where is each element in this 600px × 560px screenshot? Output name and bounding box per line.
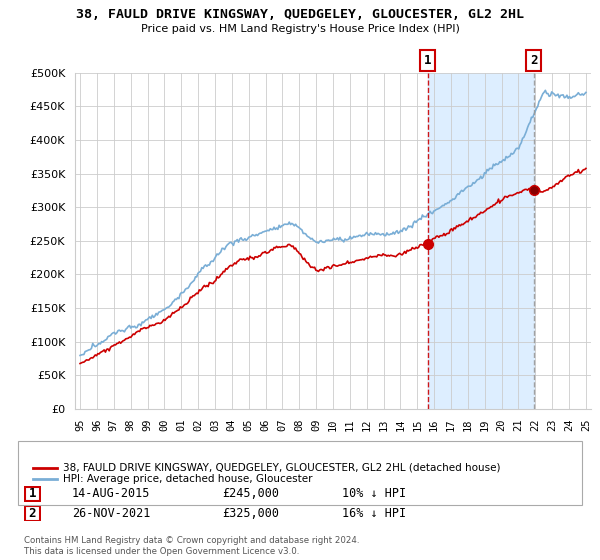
Bar bbox=[428, 73, 533, 409]
Text: Contains HM Land Registry data © Crown copyright and database right 2024.
This d: Contains HM Land Registry data © Crown c… bbox=[24, 536, 359, 556]
Text: 26-NOV-2021: 26-NOV-2021 bbox=[72, 507, 151, 520]
Text: £325,000: £325,000 bbox=[222, 507, 279, 520]
Text: 14-AUG-2015: 14-AUG-2015 bbox=[72, 487, 151, 501]
Text: Price paid vs. HM Land Registry's House Price Index (HPI): Price paid vs. HM Land Registry's House … bbox=[140, 24, 460, 34]
Text: 1: 1 bbox=[29, 487, 36, 501]
Text: 10% ↓ HPI: 10% ↓ HPI bbox=[342, 487, 406, 501]
Text: 2: 2 bbox=[29, 507, 36, 520]
Text: HPI: Average price, detached house, Gloucester: HPI: Average price, detached house, Glou… bbox=[63, 474, 313, 484]
Text: 2: 2 bbox=[530, 54, 538, 67]
Text: 16% ↓ HPI: 16% ↓ HPI bbox=[342, 507, 406, 520]
Text: £245,000: £245,000 bbox=[222, 487, 279, 501]
Text: 38, FAULD DRIVE KINGSWAY, QUEDGELEY, GLOUCESTER, GL2 2HL: 38, FAULD DRIVE KINGSWAY, QUEDGELEY, GLO… bbox=[76, 8, 524, 21]
Text: 1: 1 bbox=[424, 54, 431, 67]
Text: 38, FAULD DRIVE KINGSWAY, QUEDGELEY, GLOUCESTER, GL2 2HL (detached house): 38, FAULD DRIVE KINGSWAY, QUEDGELEY, GLO… bbox=[63, 463, 500, 473]
